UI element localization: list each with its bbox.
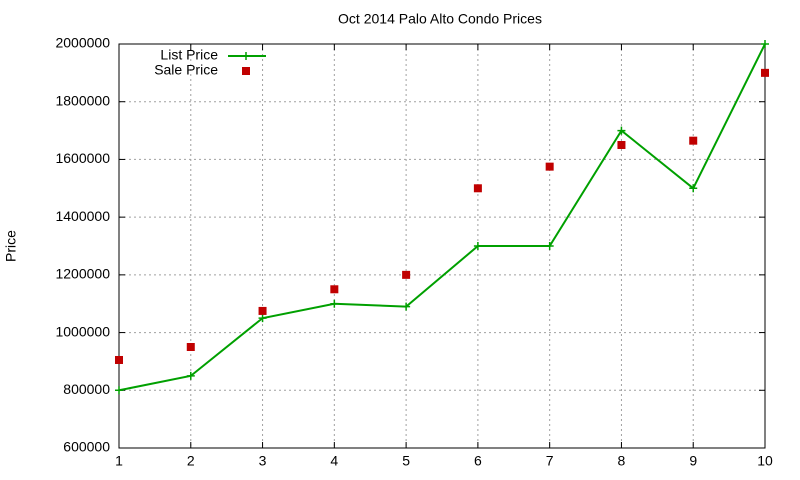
data-point [689,184,698,193]
data-point [617,126,626,135]
x-tick-label: 3 [259,453,267,469]
y-tick-label: 1200000 [55,266,110,282]
data-point [330,299,339,308]
x-tick-label: 10 [757,453,773,469]
y-tick-label: 1400000 [55,208,110,224]
x-tick-label: 6 [474,453,482,469]
data-point [186,371,195,380]
y-tick-label: 1600000 [55,150,110,166]
data-point [545,242,554,250]
data-point [617,141,626,149]
data-point [545,162,554,171]
data-point [115,355,123,364]
series-line [118,43,766,392]
x-tick-label: 1 [115,453,123,469]
data-point [689,136,698,145]
y-tick-label: 600000 [63,439,110,455]
x-tick-label: 4 [330,453,338,469]
legend-label: Sale Price [154,62,218,78]
x-tick-label: 2 [187,453,195,469]
plot-frame [118,43,766,449]
x-tick-label: 7 [546,453,554,469]
data-point [761,40,769,48]
data-point [402,302,411,311]
y-axis-label: Price [3,230,19,262]
data-point [186,343,195,351]
chart-title: Oct 2014 Palo Alto Condo Prices [338,11,542,27]
data-point [402,270,411,279]
data-point [115,386,123,395]
data-point [330,285,339,294]
y-tick-label: 1000000 [55,323,110,339]
y-tick-label: 800000 [63,381,110,397]
x-tick-label: 5 [402,453,410,469]
data-point [473,242,482,250]
data-point [258,306,267,315]
y-tick-label: 1800000 [55,92,110,108]
data-point [473,184,482,193]
legend-marker [242,52,250,60]
y-tick-label: 2000000 [55,35,110,51]
legend-label: List Price [160,47,218,63]
legend-marker [242,67,250,75]
data-point [761,68,769,77]
x-tick-label: 8 [618,453,626,469]
x-tick-label: 9 [689,453,697,469]
data-point [258,314,267,323]
